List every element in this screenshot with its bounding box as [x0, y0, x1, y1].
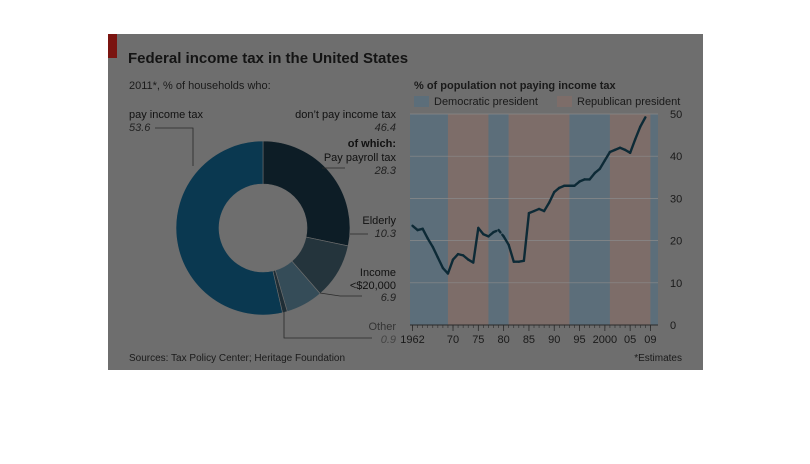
donut-slice-pay-payroll-tax: [262, 140, 351, 247]
payroll-label: Pay payroll tax: [324, 152, 397, 164]
income-label-1: Income: [360, 267, 396, 279]
x-tick-label: 1962: [400, 334, 424, 346]
y-tick-label: 10: [670, 278, 682, 290]
dont-pay-value: 46.4: [375, 122, 396, 134]
series-segment: [588, 171, 596, 181]
series-segment: [431, 245, 440, 259]
y-tick-label: 0: [670, 320, 676, 332]
series-segment: [421, 227, 429, 240]
series-segment: [436, 256, 445, 270]
leader-line-pay: [155, 127, 194, 166]
x-tick-label: 70: [447, 334, 459, 346]
series-segment: [497, 228, 505, 238]
series-segment: [603, 150, 612, 162]
series-segment: [547, 190, 556, 204]
y-tick-label: 20: [670, 236, 682, 248]
series-segment: [472, 226, 480, 264]
series-segment: [639, 116, 647, 128]
legend-swatch-rep: [557, 96, 572, 107]
y-tick-label: 30: [670, 193, 682, 205]
brand-tab: [108, 34, 117, 58]
line-chart-title: % of population not paying income tax: [414, 80, 617, 92]
other-label: Other: [368, 321, 396, 333]
pay-label: pay income tax: [129, 109, 203, 121]
x-tick-label: 80: [498, 334, 510, 346]
series-segment: [628, 138, 637, 155]
donut-slice-pay-income-tax: [175, 140, 283, 316]
income-label-2: <$20,000: [350, 280, 396, 292]
x-tick-label: 2000: [593, 334, 617, 346]
other-value: 0.9: [381, 334, 396, 346]
x-tick-label: 75: [472, 334, 484, 346]
x-tick-label: 05: [624, 334, 636, 346]
series-segment: [451, 252, 460, 261]
presidency-band: [609, 114, 651, 325]
chart-title: Federal income tax in the United States: [128, 50, 408, 67]
x-tick-label: 95: [573, 334, 585, 346]
series-segment: [542, 201, 551, 213]
series-segment: [492, 228, 500, 234]
dont-pay-label: don’t pay income tax: [295, 109, 396, 121]
elderly-label: Elderly: [362, 215, 396, 227]
legend-label-rep: Republican president: [577, 96, 680, 108]
payroll-value: 28.3: [374, 165, 397, 177]
line-chart: 0 10 20 30 40 50 1962 70 75 80 85 90 95 2000 05 09: [400, 109, 682, 346]
series-segment: [522, 211, 531, 263]
x-tick-label: 90: [548, 334, 560, 346]
elderly-value: 10.3: [375, 228, 397, 240]
series-segment: [502, 235, 510, 247]
presidency-band: [447, 114, 489, 325]
of-which-label: of which:: [348, 138, 396, 150]
series-segment: [426, 237, 434, 249]
y-tick-label: 50: [670, 109, 682, 121]
source-note: Sources: Tax Policy Center; Heritage Fou…: [129, 353, 345, 364]
series-segment: [598, 159, 607, 171]
legend-label-dem: Democratic president: [434, 96, 538, 108]
estimates-footnote: *Estimates: [634, 353, 682, 364]
donut-chart: [155, 127, 372, 339]
x-tick-label: 85: [523, 334, 535, 346]
series-segment: [634, 125, 642, 141]
series-segment: [446, 258, 455, 275]
presidency-band: [650, 114, 658, 325]
leader-line-other: [283, 312, 372, 339]
series-segment: [507, 243, 515, 263]
legend-swatch-dem: [414, 96, 429, 107]
pay-value: 53.6: [129, 122, 151, 134]
y-tick-label: 40: [670, 151, 682, 163]
presidency-band: [569, 114, 610, 325]
chart-subtitle: 2011*, % of households who:: [129, 80, 271, 92]
presidency-band: [488, 114, 509, 325]
series-segment: [477, 226, 485, 236]
x-tick-label: 09: [644, 334, 656, 346]
leader-line-income: [319, 292, 362, 297]
income-value: 6.9: [381, 292, 396, 304]
presidency-band: [508, 114, 570, 325]
presidency-band: [410, 114, 448, 325]
